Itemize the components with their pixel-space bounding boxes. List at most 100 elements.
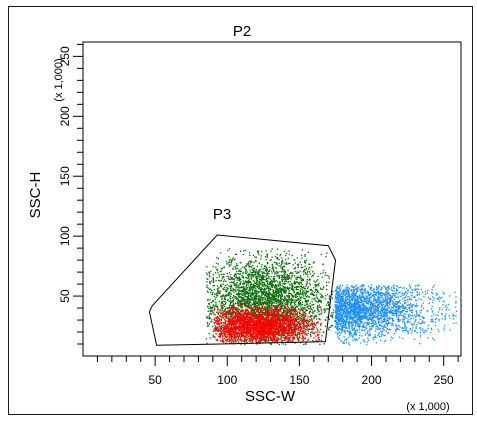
- scatter-point: [437, 311, 440, 313]
- scatter-point: [382, 313, 384, 315]
- scatter-point: [391, 314, 393, 316]
- scatter-point: [402, 330, 404, 332]
- scatter-point: [296, 271, 298, 273]
- scatter-point: [217, 320, 219, 323]
- scatter-point: [281, 287, 283, 290]
- scatter-point: [359, 296, 361, 298]
- scatter-point: [312, 304, 314, 306]
- scatter-point: [324, 325, 327, 327]
- scatter-point: [383, 285, 385, 288]
- scatter-point: [270, 300, 273, 303]
- scatter-point: [407, 330, 409, 333]
- scatter-point: [265, 335, 267, 338]
- scatter-point: [289, 312, 291, 314]
- scatter-point: [381, 306, 383, 308]
- scatter-point: [382, 328, 384, 330]
- scatter-point: [270, 250, 272, 252]
- scatter-point: [364, 291, 366, 293]
- scatter-point: [385, 311, 387, 314]
- scatter-point: [385, 312, 387, 314]
- scatter-point: [313, 298, 315, 300]
- scatter-point: [345, 315, 347, 317]
- scatter-point: [349, 314, 351, 316]
- scatter-point: [241, 301, 243, 303]
- scatter-point: [363, 311, 365, 313]
- scatter-point: [345, 309, 347, 312]
- scatter-point: [328, 295, 330, 297]
- scatter-point: [411, 305, 413, 307]
- scatter-point: [407, 314, 410, 316]
- scatter-point: [345, 325, 347, 328]
- scatter-point: [338, 328, 340, 330]
- scatter-point: [283, 314, 285, 316]
- scatter-point: [383, 319, 385, 321]
- scatter-point: [357, 302, 359, 304]
- scatter-point: [358, 307, 360, 309]
- scatter-point: [303, 323, 305, 326]
- scatter-point: [228, 293, 230, 296]
- scatter-point: [260, 255, 262, 257]
- scatter-point: [415, 299, 417, 301]
- scatter-point: [415, 311, 418, 313]
- scatter-point: [362, 291, 364, 293]
- scatter-point: [364, 313, 366, 315]
- scatter-point: [270, 285, 272, 288]
- scatter-point: [449, 329, 451, 331]
- scatter-point: [284, 304, 287, 306]
- scatter-point: [353, 333, 355, 336]
- scatter-point: [310, 289, 312, 292]
- scatter-point: [209, 317, 211, 319]
- scatter-point: [298, 303, 300, 305]
- scatter-point: [360, 298, 362, 300]
- scatter-point: [357, 306, 359, 308]
- scatter-point: [352, 295, 354, 297]
- scatter-point: [238, 342, 240, 344]
- scatter-point: [338, 312, 340, 315]
- scatter-point: [380, 335, 383, 337]
- scatter-point: [235, 289, 237, 291]
- scatter-point: [344, 313, 347, 315]
- scatter-point: [383, 315, 386, 317]
- scatter-point: [289, 314, 292, 316]
- scatter-point: [392, 285, 394, 287]
- scatter-point: [382, 308, 384, 310]
- scatter-point: [427, 327, 429, 330]
- scatter-point: [230, 295, 232, 297]
- scatter-point: [338, 308, 340, 310]
- scatter-point: [281, 296, 283, 298]
- scatter-point: [339, 327, 341, 330]
- scatter-point: [350, 322, 352, 324]
- scatter-point: [306, 279, 308, 281]
- scatter-point: [262, 283, 264, 285]
- scatter-point: [380, 322, 382, 324]
- scatter-point: [347, 331, 349, 333]
- scatter-point: [360, 307, 363, 309]
- scatter-point: [380, 295, 382, 297]
- scatter-point: [301, 284, 303, 286]
- series-cloud: [334, 284, 463, 346]
- scatter-point: [282, 289, 284, 291]
- scatter-point: [285, 316, 288, 318]
- scatter-point: [291, 295, 294, 298]
- scatter-point: [396, 307, 398, 309]
- scatter-point: [384, 304, 387, 306]
- scatter-point: [336, 298, 338, 300]
- scatter-point: [401, 327, 403, 329]
- scatter-point: [249, 304, 251, 306]
- scatter-point: [402, 294, 404, 296]
- scatter-point: [230, 318, 232, 320]
- scatter-point: [350, 303, 352, 306]
- scatter-point: [229, 329, 231, 331]
- scatter-point: [441, 318, 443, 320]
- scatter-point: [294, 342, 296, 344]
- scatter-point: [250, 289, 252, 291]
- scatter-point: [285, 261, 287, 263]
- scatter-point: [242, 273, 244, 275]
- scatter-point: [239, 296, 242, 298]
- scatter-point: [271, 338, 274, 341]
- scatter-point: [220, 318, 222, 320]
- scatter-point: [383, 311, 385, 313]
- scatter-point: [389, 304, 391, 306]
- scatter-point: [398, 301, 400, 303]
- scatter-point: [389, 316, 391, 318]
